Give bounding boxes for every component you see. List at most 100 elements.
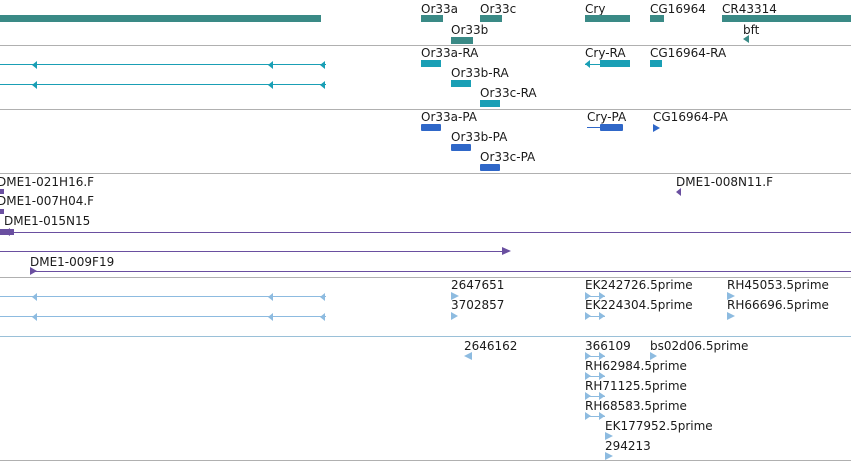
est-track-b: 2646162 366109 bs02d06.5prime RH62984.5p… <box>0 337 851 461</box>
track-divider-1 <box>0 45 851 46</box>
clone-label-dme1-008n11[interactable]: DME1-008N11.F <box>676 175 774 189</box>
transcript-arrow-icon <box>268 61 273 69</box>
est-label-ek177952[interactable]: EK177952.5prime <box>605 419 713 433</box>
gene-label-bft[interactable]: bft <box>743 23 760 37</box>
clone-line-dme1-015n15[interactable] <box>0 232 851 233</box>
cds-bar-cry-pa[interactable] <box>600 124 623 131</box>
cds-label-or33b-pa[interactable]: Or33b-PA <box>451 130 508 144</box>
est-arrow-icon[interactable] <box>727 292 735 300</box>
clone-marker-dme1-021h16[interactable] <box>0 189 4 194</box>
est-label-2646162[interactable]: 2646162 <box>464 339 518 353</box>
gene-bar-cry[interactable] <box>585 15 630 22</box>
transcript-bar-cg16964-ra[interactable] <box>650 60 662 67</box>
transcript-bar-or33a-ra[interactable] <box>421 60 441 67</box>
est-arrow-icon[interactable] <box>451 312 458 320</box>
clone-label-dme1-021h16[interactable]: DME1-021H16.F <box>0 175 95 189</box>
est-line-rh68583[interactable] <box>585 416 605 417</box>
est-arrow-icon[interactable] <box>650 352 657 360</box>
cds-track: Or33a-PA Or33b-PA Or33c-PA Cry-PA CG1696… <box>0 110 851 173</box>
est-label-bs02d06[interactable]: bs02d06.5prime <box>650 339 749 353</box>
transcript-label-cg16964-ra[interactable]: CG16964-RA <box>650 46 727 60</box>
est-label-rh66696[interactable]: RH66696.5prime <box>727 298 829 312</box>
gene-bar-or33a[interactable] <box>421 15 443 22</box>
est-arrow-icon <box>32 313 37 321</box>
transcript-bar-cry-ra[interactable] <box>600 60 630 67</box>
gene-track: Or33a Or33c Or33b Cry CG16964 CR43314 bf… <box>0 0 851 45</box>
clone-arrow-icon[interactable] <box>676 188 681 196</box>
cds-bar-or33a-pa[interactable] <box>421 124 441 131</box>
est-arrow-icon[interactable] <box>464 352 472 360</box>
est-arrow-icon[interactable] <box>727 312 735 320</box>
est-line-2[interactable] <box>0 316 326 317</box>
est-label-366109[interactable]: 366109 <box>585 339 631 353</box>
est-label-ek224304[interactable]: EK224304.5prime <box>585 298 693 312</box>
est-track-a: 2647651 3702857 EK242726.5prime EK224304… <box>0 278 851 336</box>
gene-label-cg16964[interactable]: CG16964 <box>650 2 706 16</box>
cds-label-or33c-pa[interactable]: Or33c-PA <box>480 150 536 164</box>
est-arrow-icon <box>320 293 325 301</box>
est-line-rh71125[interactable] <box>585 396 605 397</box>
est-label-ek242726[interactable]: EK242726.5prime <box>585 278 693 292</box>
clone-line-long[interactable] <box>0 251 506 252</box>
transcript-line-2[interactable] <box>0 84 326 85</box>
cds-arrow-icon[interactable] <box>653 124 660 132</box>
cds-label-cg16964-pa[interactable]: CG16964-PA <box>653 110 728 124</box>
gene-label-or33c[interactable]: Or33c <box>480 2 517 16</box>
cds-bar-or33c-pa[interactable] <box>480 164 500 171</box>
gene-bar-cr43314[interactable] <box>722 15 851 22</box>
bft-arrow-icon[interactable] <box>743 35 749 43</box>
clone-label-dme1-009f19[interactable]: DME1-009F19 <box>30 255 115 269</box>
est-label-rh45053[interactable]: RH45053.5prime <box>727 278 829 292</box>
gene-label-or33a[interactable]: Or33a <box>421 2 459 16</box>
clone-track: DME1-021H16.F DME1-007H04.F DME1-015N15 … <box>0 174 851 277</box>
gene-bar-cg16964[interactable] <box>650 15 664 22</box>
est-arrow-icon[interactable] <box>451 292 459 300</box>
est-line-ek242726[interactable] <box>585 296 605 297</box>
est-arrow-icon[interactable] <box>605 432 613 440</box>
transcript-label-cry-ra[interactable]: Cry-RA <box>585 46 626 60</box>
clone-line-dme1-009f19[interactable] <box>30 271 851 272</box>
transcript-line-1[interactable] <box>0 64 326 65</box>
clone-arrow-icon <box>502 247 511 255</box>
est-label-294213[interactable]: 294213 <box>605 439 651 453</box>
est-arrow-icon <box>599 352 605 360</box>
est-label-rh62984[interactable]: RH62984.5prime <box>585 359 687 373</box>
est-arrow-icon <box>585 352 591 360</box>
est-arrow-icon[interactable] <box>605 452 613 460</box>
gene-bar-or33b[interactable] <box>451 37 473 44</box>
transcript-bar-or33b-ra[interactable] <box>451 80 471 87</box>
clone-block-dme1-015n15[interactable] <box>0 229 14 235</box>
cds-label-cry-pa[interactable]: Cry-PA <box>587 110 627 124</box>
est-line-ek224304[interactable] <box>585 316 605 317</box>
cds-label-or33a-pa[interactable]: Or33a-PA <box>421 110 478 124</box>
est-arrow-icon <box>585 292 591 300</box>
est-label-3702857[interactable]: 3702857 <box>451 298 505 312</box>
clone-marker-dme1-007h04[interactable] <box>0 209 4 214</box>
gene-bar-left[interactable] <box>0 15 321 22</box>
gene-label-cry[interactable]: Cry <box>585 2 606 16</box>
est-line-1[interactable] <box>0 296 326 297</box>
est-label-2647651[interactable]: 2647651 <box>451 278 505 292</box>
est-line-366109[interactable] <box>585 356 605 357</box>
est-line-rh62984[interactable] <box>585 376 605 377</box>
track-divider-5 <box>0 336 851 337</box>
est-arrow-icon <box>599 392 605 400</box>
clone-label-dme1-015n15[interactable]: DME1-015N15 <box>4 214 91 228</box>
transcript-label-or33b-ra[interactable]: Or33b-RA <box>451 66 509 80</box>
est-label-rh68583[interactable]: RH68583.5prime <box>585 399 687 413</box>
transcript-arrow-icon <box>32 81 37 89</box>
est-arrow-icon <box>268 313 273 321</box>
est-arrow-icon <box>268 293 273 301</box>
gene-bar-or33c[interactable] <box>480 15 502 22</box>
transcript-arrow-icon <box>585 60 590 68</box>
gene-label-cr43314[interactable]: CR43314 <box>722 2 777 16</box>
transcript-label-or33c-ra[interactable]: Or33c-RA <box>480 86 537 100</box>
est-label-rh71125[interactable]: RH71125.5prime <box>585 379 687 393</box>
cds-bar-or33b-pa[interactable] <box>451 144 471 151</box>
gene-label-or33b[interactable]: Or33b <box>451 23 489 37</box>
track-divider-3 <box>0 173 851 174</box>
transcript-label-or33a-ra[interactable]: Or33a-RA <box>421 46 479 60</box>
transcript-bar-or33c-ra[interactable] <box>480 100 500 107</box>
est-arrow-icon <box>599 292 605 300</box>
clone-label-dme1-007h04[interactable]: DME1-007H04.F <box>0 194 95 208</box>
